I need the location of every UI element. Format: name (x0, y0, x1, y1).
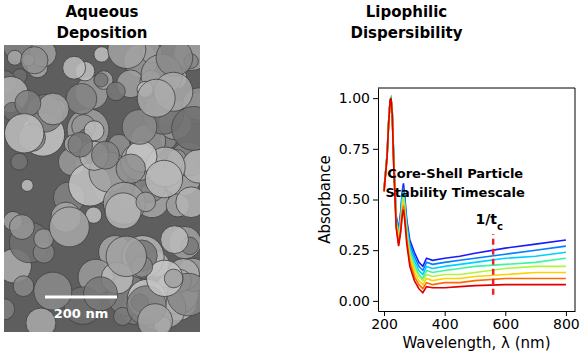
x-tick: 800 (553, 311, 580, 332)
micrograph-grain (137, 79, 175, 117)
micrograph-grain (9, 215, 34, 240)
micrograph-grain (138, 304, 173, 332)
micrograph-grain (91, 141, 119, 169)
plot-area (384, 98, 566, 295)
micrograph-grain (156, 45, 193, 76)
micrograph-grain (7, 50, 22, 65)
micrograph-grain (21, 47, 48, 74)
chart-title: Lipophilic Dispersibility (350, 3, 462, 42)
frame-right (575, 88, 576, 311)
spectrum-line (384, 98, 566, 293)
y-tick-label: 0.75 (339, 141, 370, 157)
annotation-line (492, 234, 495, 295)
y-tick-label: 0.00 (339, 293, 370, 309)
scale-bar (45, 296, 117, 299)
micrograph-grain (108, 45, 146, 69)
y-tick: 0.25 (339, 242, 378, 258)
frame-top (378, 88, 575, 89)
y-tick: 0.75 (339, 141, 378, 157)
image-title-line: Deposition (56, 24, 147, 42)
micrograph-background (4, 45, 200, 332)
x-axis-line (379, 311, 576, 312)
chart-title-line: Dispersibility (350, 24, 462, 42)
image-title-line: Aqueous (65, 3, 138, 21)
x-tick: 600 (492, 311, 519, 332)
y-tick-label: 0.50 (339, 191, 370, 207)
y-tick-label: 0.25 (339, 242, 370, 258)
annotation-marker-main: 1/t (475, 211, 497, 227)
scale-bar-label: 200 nm (54, 306, 108, 321)
micrograph-grain (172, 106, 200, 150)
micrograph-grain (26, 308, 56, 332)
micrograph-grain (106, 236, 147, 277)
y-tick-mark (373, 250, 378, 251)
x-tick: 400 (432, 311, 459, 332)
y-tick-mark (373, 149, 378, 150)
micrograph-grain (11, 153, 28, 170)
chart-title-line: Lipophilic (366, 3, 447, 21)
spectrum-line (384, 98, 566, 274)
y-tick: 1.00 (339, 90, 378, 106)
x-axis: 200 400 600 800 (371, 311, 580, 332)
micrograph-grain (176, 187, 200, 218)
annotation-marker-sub: c (497, 220, 503, 231)
annotation-text: Core-Shell Particle (387, 166, 523, 181)
micrograph-grain (107, 82, 126, 101)
micrograph-grain (4, 299, 15, 320)
micrograph-grain (105, 193, 141, 229)
y-axis-title: Absorbance (316, 155, 334, 244)
y-tick: 0.00 (339, 293, 378, 309)
spectrum-line (384, 98, 566, 285)
y-tick-mark (373, 301, 378, 302)
annotation-marker-label: 1/tc (475, 211, 503, 232)
y-axis-line (378, 89, 379, 312)
micrograph-grain (21, 179, 33, 191)
micrograph-grain (68, 132, 93, 157)
micrograph-grain (116, 154, 145, 183)
spectrum-line (384, 98, 566, 278)
micrograph-grain (94, 73, 108, 87)
x-tick-label: 800 (553, 316, 580, 332)
annotations: Core-Shell Particle Stability Timescale 1/… (385, 166, 525, 231)
x-axis-title: Wavelength, λ (nm) (403, 334, 551, 352)
y-tick-label: 1.00 (339, 90, 370, 106)
micrograph-grain (63, 56, 86, 79)
y-tick-mark (373, 200, 378, 201)
micrograph-grain (164, 269, 183, 288)
micrograph-grain (34, 272, 72, 310)
x-tick-label: 400 (432, 316, 459, 332)
micrograph-grain (145, 160, 182, 197)
micrograph-grain (49, 207, 89, 247)
micrograph-grain (161, 226, 189, 254)
micrograph-grain (136, 192, 156, 212)
spectrum-line (384, 98, 566, 266)
micrograph-grain (5, 114, 44, 153)
micrograph-grain (37, 93, 69, 125)
x-tick-label: 600 (492, 316, 519, 332)
y-tick: 0.50 (339, 191, 378, 207)
micrograph-grain (15, 90, 41, 116)
micrograph-grain (13, 276, 34, 297)
x-tick-label: 200 (371, 316, 398, 332)
micrograph (4, 45, 200, 332)
x-tick: 200 (371, 311, 398, 332)
micrograph-grain (66, 83, 97, 114)
y-axis: 0.00 0.25 0.50 0.75 1.00 (339, 89, 379, 312)
annotation-text: Stability Timescale (385, 185, 525, 200)
spectrum-line (384, 98, 566, 280)
spectrum-line (384, 98, 566, 270)
spectrum-line (384, 98, 566, 289)
y-tick-mark (373, 98, 378, 99)
figure: Aqueous Deposition 200 nm Lipophilic Dispers… (0, 0, 582, 353)
micrograph-grain (94, 47, 110, 63)
image-title: Aqueous Deposition (56, 3, 147, 42)
